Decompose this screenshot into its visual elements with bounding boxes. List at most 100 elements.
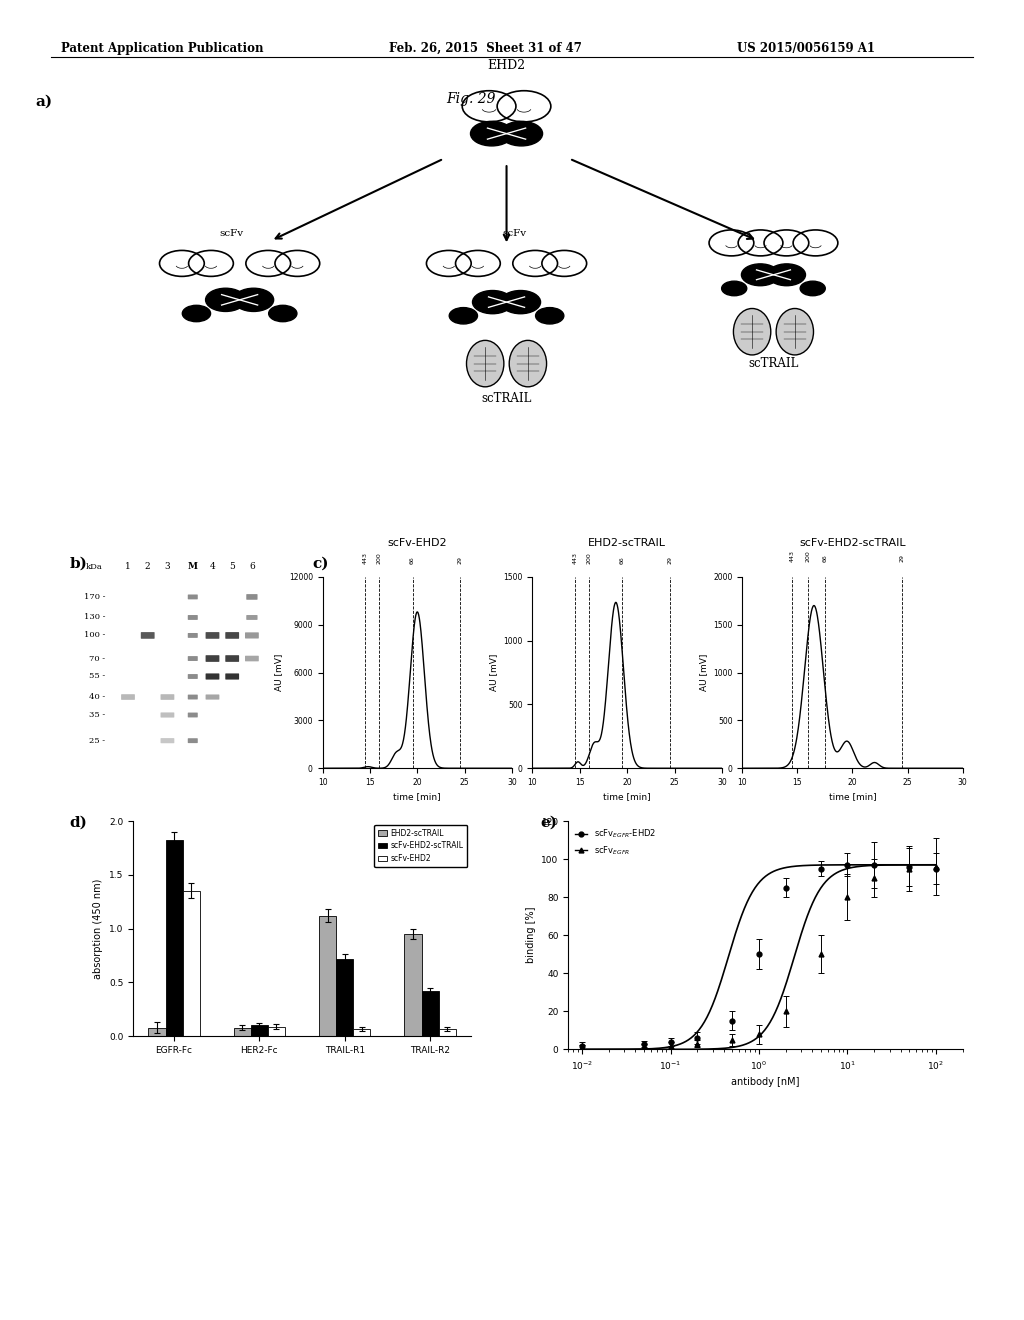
Bar [268, 1027, 285, 1036]
Bar [422, 991, 438, 1036]
Y-axis label: AU [mV]: AU [mV] [488, 653, 498, 692]
Circle shape [768, 264, 806, 285]
FancyBboxPatch shape [225, 655, 239, 661]
Legend: scFv$_{EGFR}$-EHD2, scFv$_{EGFR}$: scFv$_{EGFR}$-EHD2, scFv$_{EGFR}$ [572, 825, 658, 859]
Text: M: M [187, 562, 198, 572]
Text: Fig. 29: Fig. 29 [446, 92, 496, 107]
Text: 29: 29 [668, 556, 673, 564]
FancyBboxPatch shape [187, 615, 198, 620]
FancyBboxPatch shape [225, 673, 239, 680]
Bar [404, 935, 422, 1036]
Ellipse shape [467, 341, 504, 387]
Text: 66: 66 [410, 556, 415, 564]
Circle shape [182, 305, 211, 322]
FancyBboxPatch shape [187, 694, 198, 700]
Y-axis label: binding [%]: binding [%] [525, 907, 536, 964]
Circle shape [500, 121, 543, 147]
Bar [233, 1027, 251, 1036]
Circle shape [741, 264, 779, 285]
Circle shape [722, 281, 746, 296]
X-axis label: antibody [nM]: antibody [nM] [731, 1077, 800, 1088]
Circle shape [800, 281, 825, 296]
Bar [353, 1028, 371, 1036]
Ellipse shape [733, 309, 771, 355]
Bar [166, 841, 182, 1036]
FancyBboxPatch shape [187, 594, 198, 599]
Text: 130 -: 130 - [84, 614, 105, 622]
FancyBboxPatch shape [187, 713, 198, 718]
Legend: EHD2-scTRAIL, scFv-EHD2-scTRAIL, scFv-EHD2: EHD2-scTRAIL, scFv-EHD2-scTRAIL, scFv-EH… [375, 825, 467, 867]
Text: 35 -: 35 - [89, 711, 105, 719]
Text: 100 -: 100 - [84, 631, 105, 639]
Text: a): a) [36, 95, 52, 110]
Text: kDa: kDa [86, 564, 102, 572]
Circle shape [536, 308, 564, 323]
Circle shape [233, 288, 273, 312]
Bar [336, 958, 353, 1036]
Text: 1: 1 [125, 562, 131, 572]
X-axis label: time [min]: time [min] [393, 792, 441, 801]
FancyBboxPatch shape [161, 694, 174, 700]
Text: c): c) [312, 557, 329, 572]
Text: 2: 2 [145, 562, 151, 572]
Text: 25 -: 25 - [89, 737, 105, 744]
FancyBboxPatch shape [206, 694, 219, 700]
FancyBboxPatch shape [225, 632, 239, 639]
Text: 70 -: 70 - [89, 655, 105, 663]
Circle shape [470, 121, 513, 147]
Bar [182, 891, 200, 1036]
FancyBboxPatch shape [161, 738, 174, 743]
Text: Feb. 26, 2015  Sheet 31 of 47: Feb. 26, 2015 Sheet 31 of 47 [389, 42, 582, 55]
Text: 443: 443 [790, 550, 795, 562]
FancyBboxPatch shape [206, 673, 219, 680]
Text: 443: 443 [362, 552, 368, 564]
Text: 66: 66 [620, 556, 625, 564]
FancyBboxPatch shape [187, 634, 198, 638]
Text: d): d) [70, 816, 87, 830]
Text: 6: 6 [249, 562, 255, 572]
Ellipse shape [776, 309, 813, 355]
Bar [438, 1028, 456, 1036]
Text: 200: 200 [806, 550, 811, 562]
Ellipse shape [509, 341, 547, 387]
X-axis label: time [min]: time [min] [603, 792, 651, 801]
FancyBboxPatch shape [187, 738, 198, 743]
Text: 5: 5 [229, 562, 236, 572]
Text: 55 -: 55 - [89, 672, 105, 681]
Text: scFv: scFv [220, 230, 244, 239]
Text: b): b) [70, 557, 87, 572]
FancyBboxPatch shape [187, 675, 198, 678]
Text: 443: 443 [572, 552, 578, 564]
Circle shape [501, 290, 541, 314]
Text: e): e) [541, 816, 558, 830]
X-axis label: time [min]: time [min] [828, 792, 877, 801]
Bar [319, 916, 336, 1036]
Bar [148, 1027, 166, 1036]
Text: 170 -: 170 - [84, 593, 105, 601]
Title: EHD2-scTRAIL: EHD2-scTRAIL [588, 539, 667, 548]
Text: 29: 29 [899, 554, 904, 562]
Y-axis label: AU [mV]: AU [mV] [698, 653, 708, 692]
Circle shape [472, 290, 513, 314]
Circle shape [268, 305, 297, 322]
Text: EHD2: EHD2 [487, 59, 525, 73]
FancyBboxPatch shape [247, 615, 258, 620]
Text: 66: 66 [822, 554, 827, 562]
Text: scTRAIL: scTRAIL [481, 392, 531, 404]
Bar [251, 1026, 268, 1036]
Text: scFv: scFv [503, 230, 526, 239]
Text: 40 -: 40 - [89, 693, 105, 701]
FancyBboxPatch shape [161, 713, 174, 718]
Text: scTRAIL: scTRAIL [749, 358, 799, 371]
Title: scFv-EHD2-scTRAIL: scFv-EHD2-scTRAIL [799, 539, 906, 548]
FancyBboxPatch shape [245, 656, 259, 661]
Y-axis label: absorption (450 nm): absorption (450 nm) [93, 878, 103, 979]
Text: 29: 29 [458, 556, 463, 564]
Text: 200: 200 [587, 552, 592, 564]
FancyBboxPatch shape [187, 656, 198, 661]
Y-axis label: AU [mV]: AU [mV] [274, 653, 284, 692]
Text: US 2015/0056159 A1: US 2015/0056159 A1 [737, 42, 876, 55]
Circle shape [450, 308, 477, 323]
Text: 200: 200 [377, 552, 382, 564]
FancyBboxPatch shape [121, 694, 135, 700]
